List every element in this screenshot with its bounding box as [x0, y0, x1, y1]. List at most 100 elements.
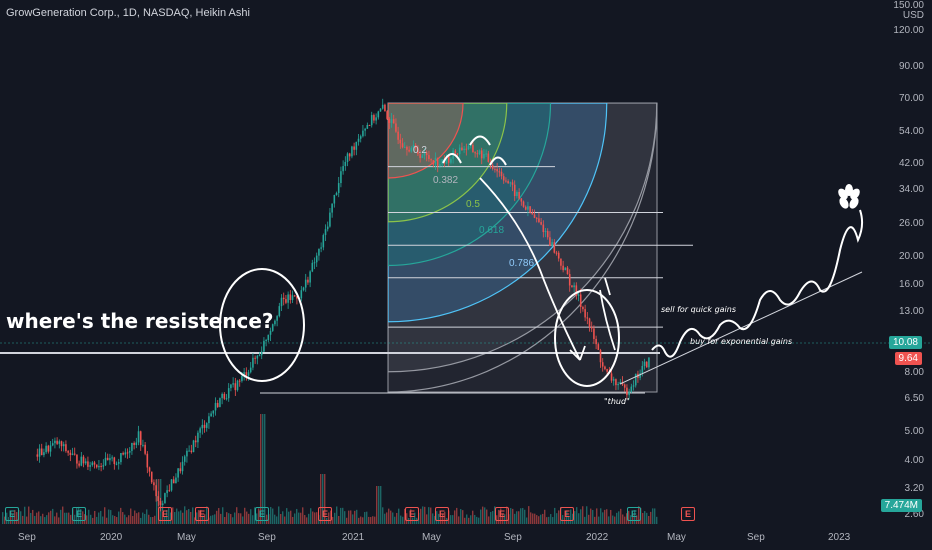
candle-body: [93, 462, 96, 465]
candle-body: [51, 443, 54, 446]
candle-body: [573, 285, 575, 288]
volume-bar: [506, 506, 508, 524]
earnings-marker[interactable]: E: [5, 507, 19, 521]
earnings-marker[interactable]: E: [405, 507, 419, 521]
candle-body: [469, 145, 472, 147]
volume-bar: [204, 514, 206, 524]
prev-price-badge: 9.64: [894, 352, 922, 365]
time-tick-label: 2022: [586, 532, 609, 543]
volume-bar: [404, 508, 406, 524]
candle-body: [164, 493, 166, 504]
candle-body: [249, 367, 252, 373]
earnings-marker[interactable]: E: [318, 507, 332, 521]
volume-bar: [572, 513, 574, 524]
volume-bar: [60, 509, 62, 524]
candle-body: [505, 180, 507, 182]
volume-bar: [636, 515, 638, 524]
candle-body: [546, 231, 549, 238]
volume-bar: [66, 512, 68, 524]
volume-bar: [16, 512, 18, 524]
candle-body: [428, 155, 430, 160]
candle-body: [56, 440, 58, 444]
volume-bar: [574, 511, 576, 524]
candle-body: [445, 156, 448, 164]
candle-body: [612, 379, 615, 381]
volume-bar: [458, 516, 460, 524]
volume-bar: [462, 510, 464, 524]
volume-bar: [174, 512, 176, 524]
candle-body: [260, 351, 263, 356]
candle-body: [225, 398, 228, 400]
candle-body: [49, 445, 52, 452]
candle-body: [364, 128, 366, 131]
time-tick-label: 2023: [828, 532, 851, 543]
volume-bar: [254, 507, 256, 524]
candle-body: [414, 144, 417, 149]
candle-body: [491, 165, 494, 169]
volume-bar: [494, 506, 496, 524]
volume-bar: [84, 514, 86, 524]
earnings-marker[interactable]: E: [195, 507, 209, 521]
fib-level-partial: 0.2: [413, 145, 427, 156]
candle-body: [221, 393, 223, 399]
volume-bar: [316, 512, 318, 524]
earnings-marker[interactable]: E: [681, 507, 695, 521]
volume-bar: [40, 516, 42, 524]
volume-bar: [352, 514, 354, 524]
fib-fan-arc: [388, 103, 508, 223]
earnings-marker[interactable]: E: [495, 507, 509, 521]
candle-body: [120, 453, 122, 463]
candle-body: [384, 104, 386, 112]
earnings-marker[interactable]: E: [72, 507, 86, 521]
candle-body: [516, 191, 518, 197]
volume-bar: [500, 508, 502, 524]
volume-bar: [196, 512, 198, 524]
volume-bar: [596, 508, 598, 524]
candle-body: [311, 262, 314, 272]
candle-body: [335, 192, 338, 195]
volume-bar: [604, 509, 606, 524]
volume-bar: [140, 517, 142, 524]
volume-bar: [98, 512, 100, 524]
volume-bar: [218, 508, 220, 524]
volume-bar: [50, 510, 52, 524]
candle-body: [628, 391, 630, 396]
volume-bar: [184, 506, 186, 524]
volume-bar: [90, 514, 92, 524]
volume-bar: [514, 513, 516, 524]
volume-bar: [146, 509, 148, 524]
candle-body: [346, 153, 349, 162]
candle-body: [399, 139, 402, 144]
candle-body: [439, 164, 441, 166]
candle-body: [117, 462, 120, 464]
fib-level-05: 0.5: [466, 199, 480, 210]
volume-bar: [6, 512, 8, 524]
earnings-marker[interactable]: E: [255, 507, 269, 521]
price-tick-label: 34.00: [898, 184, 924, 196]
volume-bar: [206, 506, 208, 524]
candle-body: [395, 123, 397, 132]
volume-bar: [470, 515, 472, 524]
candle-body: [219, 398, 221, 407]
candle-body: [562, 265, 564, 271]
candle-body: [307, 279, 309, 283]
volume-bar: [520, 508, 522, 524]
volume-bar: [342, 507, 344, 524]
candle-body: [84, 461, 87, 464]
candle-body: [531, 212, 534, 215]
volume-bar: [208, 517, 210, 524]
volume-bar: [368, 516, 370, 524]
earnings-marker[interactable]: E: [560, 507, 574, 521]
candle-body: [230, 384, 232, 389]
earnings-marker[interactable]: E: [627, 507, 641, 521]
candle-body: [181, 461, 184, 472]
candle-body: [65, 444, 67, 452]
candle-body: [102, 465, 105, 467]
earnings-marker[interactable]: E: [435, 507, 449, 521]
volume-bar: [420, 508, 422, 524]
candle-body: [62, 444, 65, 447]
volume-bar: [288, 511, 290, 524]
earnings-marker[interactable]: E: [158, 507, 172, 521]
candle-body: [210, 413, 212, 417]
